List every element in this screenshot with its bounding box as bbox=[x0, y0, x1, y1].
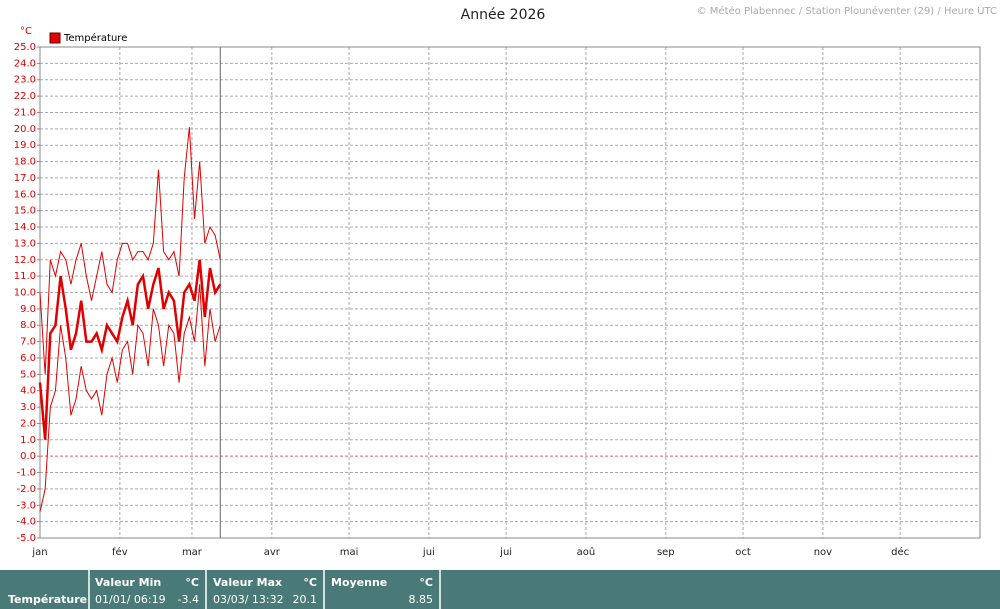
y-tick-label: 19.0 bbox=[14, 140, 36, 151]
series-line bbox=[38, 259, 222, 440]
y-tick-label: 7.0 bbox=[20, 337, 36, 348]
y-tick-label: 15.0 bbox=[14, 206, 36, 217]
y-tick-label: 5.0 bbox=[20, 369, 36, 380]
stats-panel: Température Valeur Min °C 01/01/ 06:19 -… bbox=[0, 570, 1000, 609]
y-tick-label: 22.0 bbox=[14, 91, 36, 102]
y-tick-label: 6.0 bbox=[20, 353, 36, 364]
max-title: Valeur Max bbox=[213, 576, 283, 589]
mean-value: 8.85 bbox=[408, 593, 434, 606]
y-tick-label: 12.0 bbox=[14, 255, 36, 266]
y-tick-label: 21.0 bbox=[14, 107, 36, 118]
x-tick-label: jan bbox=[31, 547, 47, 558]
min-cell: Valeur Min °C 01/01/ 06:19 -3.4 bbox=[88, 570, 205, 609]
y-tick-label: -3.0 bbox=[16, 500, 36, 511]
x-tick-label: aoû bbox=[577, 546, 596, 558]
min-unit: °C bbox=[185, 576, 199, 589]
y-tick-label: 3.0 bbox=[20, 402, 36, 413]
row-label: Température bbox=[8, 593, 88, 606]
y-tick-label: 10.0 bbox=[14, 288, 36, 299]
max-date: 03/03/ 13:32 bbox=[213, 593, 284, 606]
y-tick-label: 23.0 bbox=[14, 75, 36, 86]
y-tick-label: -1.0 bbox=[16, 468, 36, 479]
x-tick-label: mai bbox=[340, 547, 359, 558]
y-tick-label: -2.0 bbox=[16, 484, 36, 495]
y-tick-label: -5.0 bbox=[16, 533, 36, 544]
x-tick-label: jui bbox=[499, 547, 512, 558]
series-line bbox=[39, 127, 221, 375]
y-tick-label: 24.0 bbox=[14, 58, 36, 69]
x-tick-label: oct bbox=[735, 547, 751, 558]
max-unit: °C bbox=[303, 576, 317, 589]
y-tick-label: 11.0 bbox=[14, 271, 36, 282]
chart-title: Année 2026 bbox=[461, 7, 546, 23]
x-tick-label: jui bbox=[422, 547, 435, 558]
y-tick-label: 9.0 bbox=[20, 304, 36, 315]
min-title: Valeur Min bbox=[95, 576, 162, 589]
y-tick-label: -4.0 bbox=[16, 517, 36, 528]
y-tick-label: 14.0 bbox=[14, 222, 36, 233]
y-tick-label: 17.0 bbox=[14, 173, 36, 184]
y-tick-label: 8.0 bbox=[20, 320, 36, 331]
mean-title: Moyenne bbox=[331, 576, 388, 589]
y-tick-label: 25.0 bbox=[14, 42, 36, 53]
max-value: 20.1 bbox=[292, 593, 318, 606]
y-tick-label: 0.0 bbox=[20, 451, 36, 462]
max-cell: Valeur Max °C 03/03/ 13:32 20.1 bbox=[205, 570, 323, 609]
y-tick-label: 20.0 bbox=[14, 124, 36, 135]
min-date: 01/01/ 06:19 bbox=[95, 593, 166, 606]
credit: © Météo Plabennec / Station Plounéventer… bbox=[697, 5, 997, 17]
y-tick-label: 1.0 bbox=[20, 435, 36, 446]
mean-cell: Moyenne °C 8.85 bbox=[323, 570, 441, 609]
y-tick-label: 2.0 bbox=[20, 418, 36, 429]
x-tick-label: mar bbox=[182, 547, 203, 558]
legend-label: Température bbox=[63, 32, 127, 44]
min-value: -3.4 bbox=[177, 593, 199, 606]
chart: Année 2026 © Météo Plabennec / Station P… bbox=[14, 5, 997, 558]
x-tick-label: nov bbox=[814, 547, 832, 558]
legend-swatch bbox=[49, 32, 61, 44]
mean-unit: °C bbox=[419, 576, 433, 589]
x-tick-label: avr bbox=[264, 547, 281, 558]
y-tick-label: 13.0 bbox=[14, 238, 36, 249]
y-tick-label: 4.0 bbox=[20, 386, 36, 397]
y-tick-label: 16.0 bbox=[14, 189, 36, 200]
y-unit: °C bbox=[20, 26, 32, 37]
x-tick-label: fév bbox=[112, 546, 128, 558]
x-tick-label: déc bbox=[891, 546, 909, 558]
row-cell: Température bbox=[0, 570, 88, 609]
y-tick-label: 18.0 bbox=[14, 157, 36, 168]
series-line bbox=[39, 284, 221, 512]
x-tick-label: sep bbox=[657, 547, 675, 558]
